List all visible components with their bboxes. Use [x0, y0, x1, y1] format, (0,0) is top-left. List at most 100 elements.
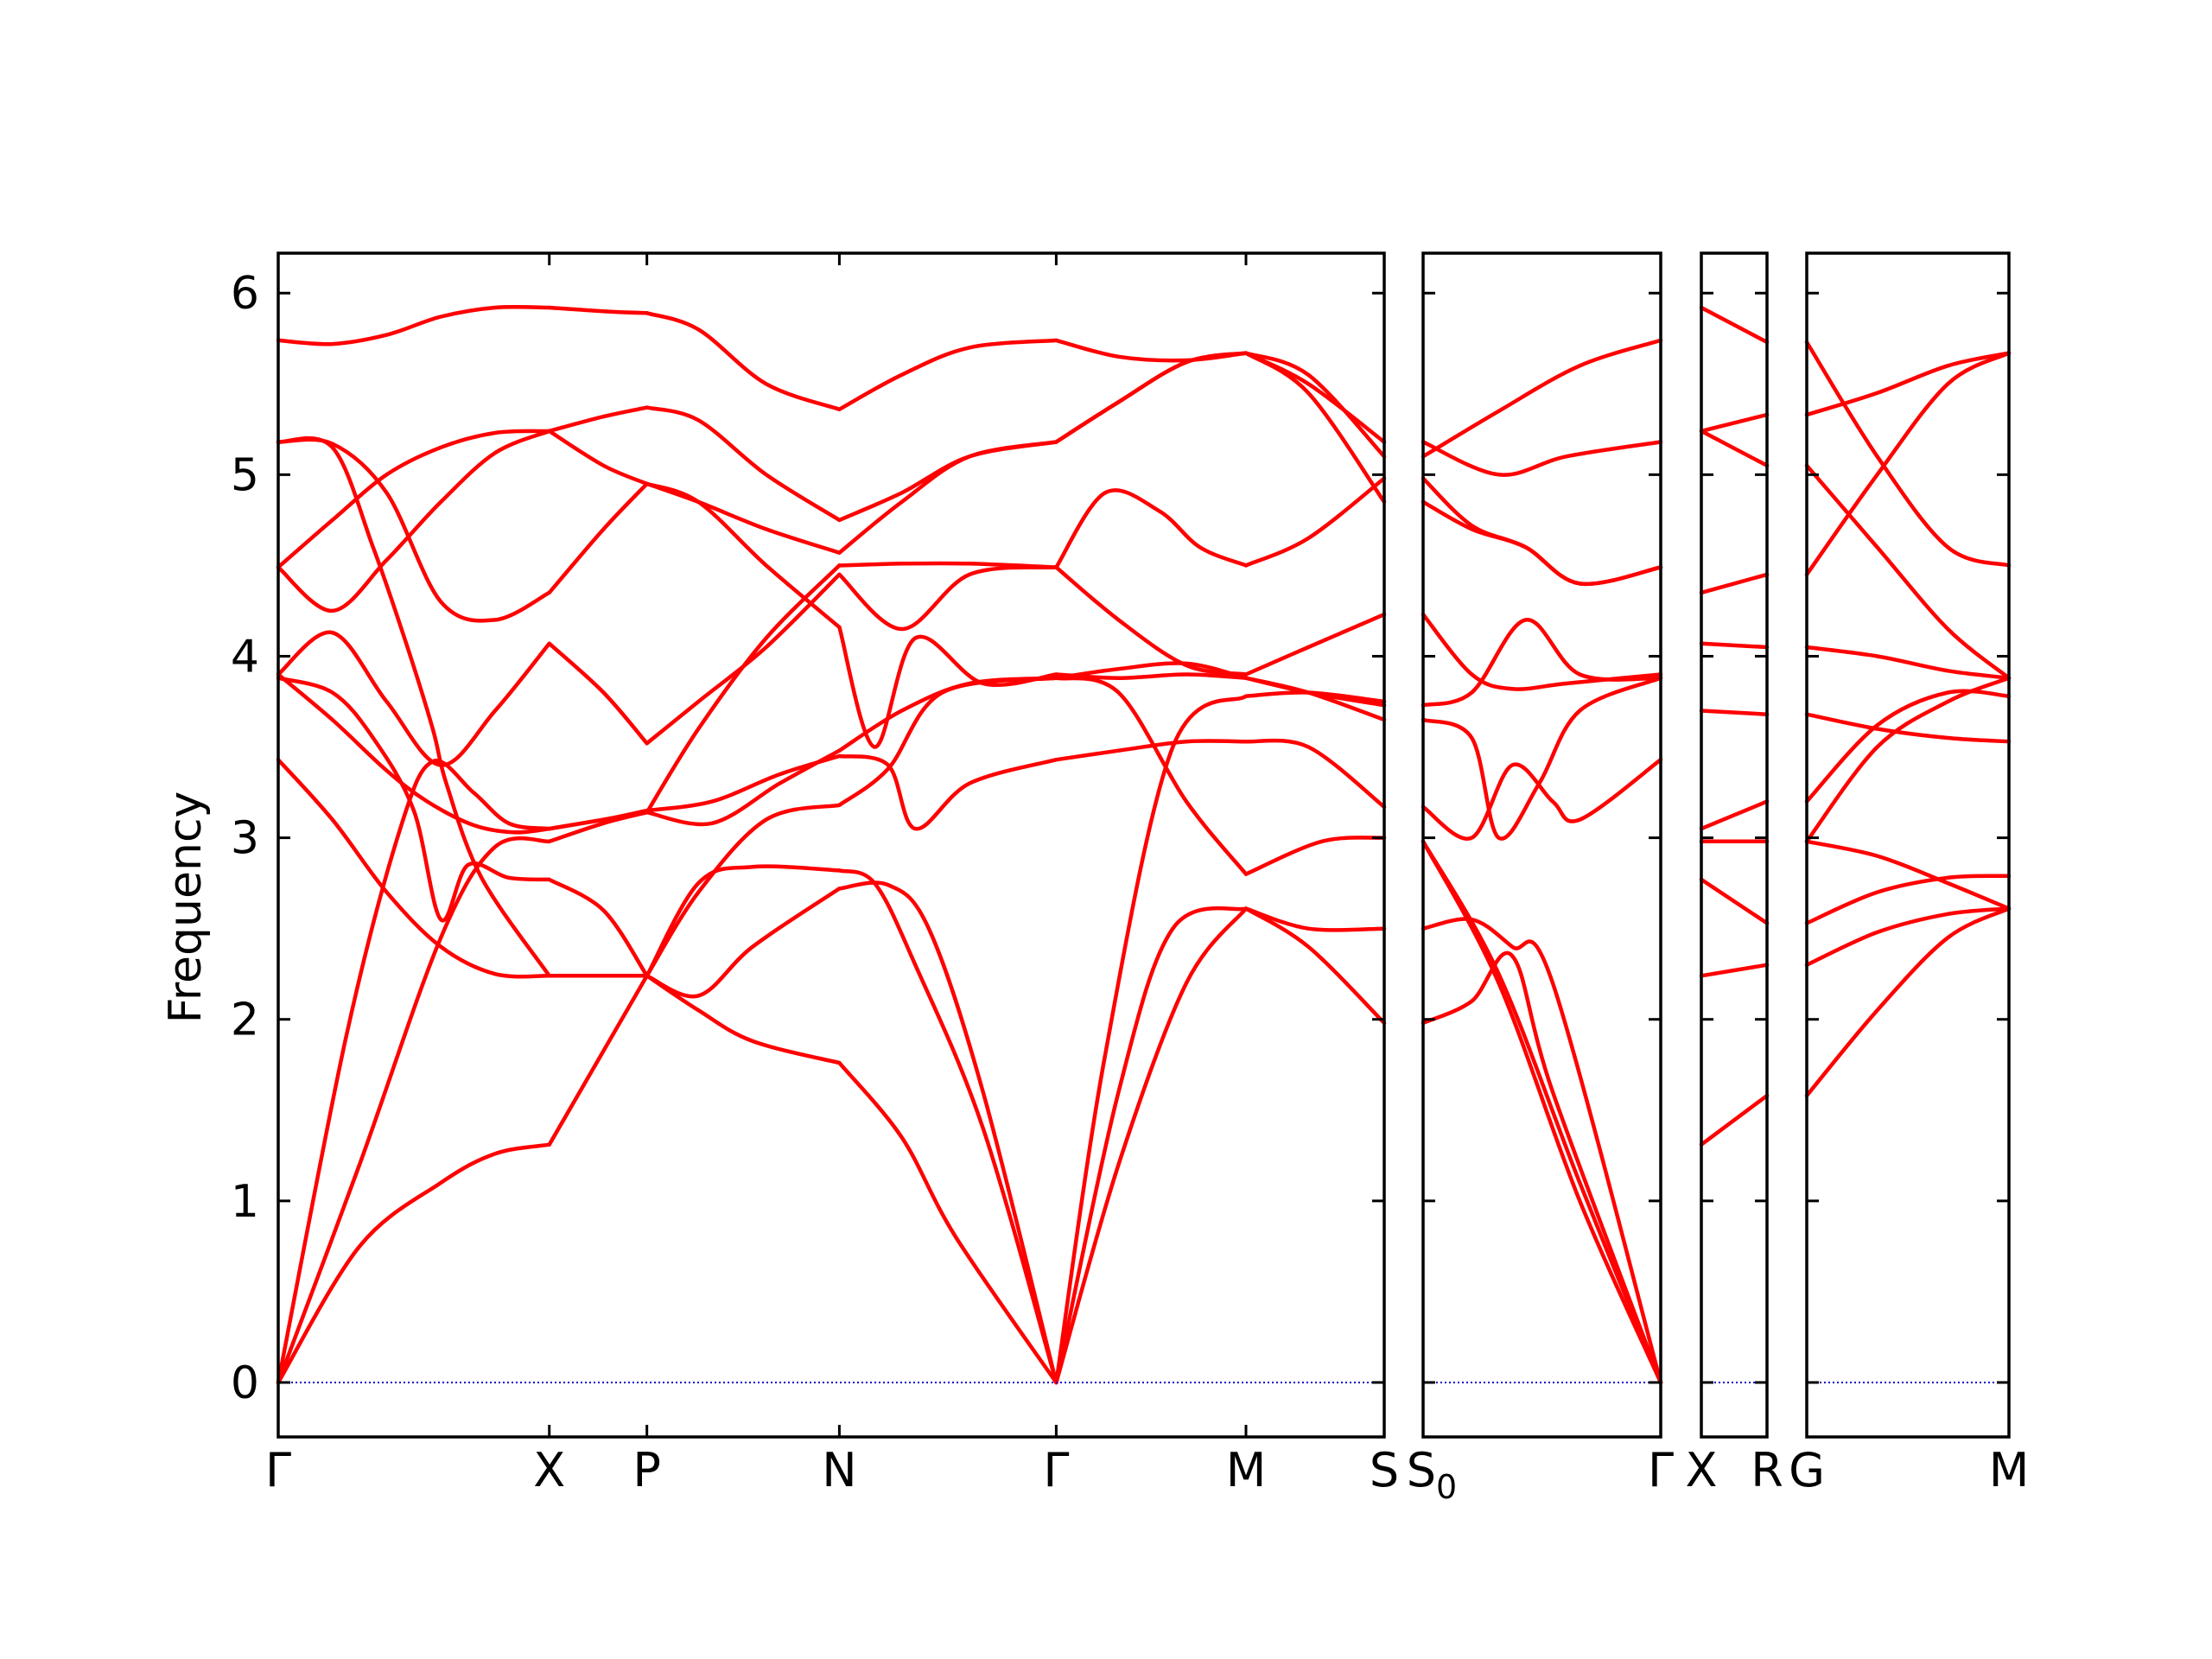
y-tick-label: 1 [231, 1176, 259, 1228]
band-line-seg0-b1 [276, 836, 551, 1385]
band-line-seg0-b8 [276, 429, 551, 569]
band-line-seg5-b10 [1243, 351, 1387, 444]
band-line-seg6-b4 [1421, 676, 1663, 841]
band-line-seg8-b10 [1804, 351, 2012, 417]
band-line-seg1-b7 [547, 429, 649, 486]
band-line-seg6-b11 [1421, 338, 1663, 459]
k-point-label: N [822, 1443, 856, 1497]
band-line-seg0-b10 [276, 437, 551, 623]
y-axis-title: Frequency [160, 791, 212, 1024]
band-line-seg0-b4 [276, 672, 551, 835]
band-line-seg2-b5 [645, 803, 842, 978]
band-line-seg4-b1 [1054, 906, 1249, 1385]
band-line-seg3-b10 [837, 440, 1058, 555]
band-line-seg7-b2 [1699, 877, 1770, 925]
band-line-seg0-b0 [276, 1142, 551, 1385]
band-line-seg7-b10 [1699, 305, 1770, 345]
band-line-seg8-b3 [1804, 839, 2012, 911]
band-line-seg6-b0 [1421, 839, 1663, 1385]
band-line-seg1-b10 [547, 481, 649, 595]
band-line-seg6-b7 [1421, 612, 1663, 691]
band-line-seg3-b7 [837, 625, 1058, 749]
band-line-seg2-b8 [645, 405, 842, 523]
band-line-seg0-b9 [276, 435, 551, 978]
band-line-seg8-b11 [1804, 340, 2012, 568]
y-tick-label: 6 [231, 268, 259, 320]
band-line-seg0-b3 [276, 757, 551, 979]
band-line-seg6-b5 [1421, 757, 1663, 841]
k-point-label: R [1751, 1443, 1783, 1497]
k-point-label: Γ [1648, 1443, 1674, 1497]
band-line-seg1-b8 [547, 405, 649, 434]
band-line-seg5-b6 [1243, 612, 1387, 677]
band-line-seg4-b8 [1054, 351, 1249, 444]
band-line-seg4-b3 [1054, 676, 1249, 876]
k-point-label: X [1686, 1443, 1718, 1497]
band-line-seg5-b9 [1243, 476, 1387, 568]
band-line-seg4-b10 [1054, 351, 1249, 444]
band-line-seg7-b8 [1699, 429, 1770, 468]
band-line-seg6-b1 [1421, 839, 1663, 1385]
band-line-seg7-b9 [1699, 412, 1770, 434]
band-line-seg1-b11 [547, 305, 649, 315]
band-line-seg8-b4 [1804, 676, 2012, 844]
k-point-label: M [1226, 1443, 1267, 1497]
band-line-seg3-b5 [837, 676, 1058, 808]
band-line-seg6-b3 [1421, 917, 1663, 1385]
band-line-seg4-b11 [1054, 338, 1249, 363]
band-line-seg7-b6 [1699, 641, 1770, 650]
band-line-seg2-b7 [645, 481, 842, 630]
band-line-seg7-b0 [1699, 1093, 1770, 1147]
band-line-seg8-b6 [1804, 712, 2012, 744]
band-line-seg4-b9 [1054, 488, 1249, 569]
band-line-seg3-b11 [837, 338, 1058, 411]
band-line-seg0-b11 [276, 305, 551, 346]
band-line-seg3-b6 [837, 565, 1058, 632]
band-line-seg1-b4 [547, 810, 649, 831]
band-line-seg4-b7 [1054, 672, 1249, 680]
band-line-seg2-b11 [645, 311, 842, 411]
band-line-seg8-b2 [1804, 874, 2012, 925]
band-line-seg3-b4 [837, 753, 1058, 831]
k-point-label: S [1370, 1443, 1399, 1497]
band-line-seg2-b2 [645, 753, 842, 813]
band-line-seg5-b7 [1243, 676, 1387, 722]
band-line-seg1-b6 [547, 641, 649, 746]
band-line-seg0-b2 [276, 759, 551, 1385]
panel-frame-0 [276, 251, 1386, 1439]
band-line-seg3-b0 [837, 1060, 1058, 1385]
band-line-seg8-b1 [1804, 906, 2012, 967]
x-axis-labels: Γ X P N Γ M S S0 Γ X R G M [265, 1443, 2029, 1506]
k-point-label: S0 [1407, 1443, 1457, 1506]
band-line-seg7-b1 [1699, 963, 1770, 978]
band-line-seg2-b6 [645, 572, 842, 746]
band-line-seg6-b10 [1421, 440, 1663, 477]
band-line-seg1-b5 [547, 877, 649, 978]
band-line-seg8-b5 [1804, 689, 2012, 804]
panel-frame-3 [1805, 251, 2011, 1439]
band-line-seg5-b1 [1243, 906, 1387, 1026]
y-tick-label: 0 [231, 1357, 259, 1409]
y-tick-label: 3 [231, 813, 259, 865]
band-line-seg2-b10 [645, 481, 842, 555]
bands-layer [276, 305, 2012, 1385]
y-axis-ticks: 0 1 2 3 4 5 6 [231, 268, 259, 1409]
band-line-seg3-b8 [837, 440, 1058, 523]
band-line-seg8-b7 [1804, 645, 2012, 680]
k-point-label: Γ [1043, 1443, 1069, 1497]
band-line-seg7-b7 [1699, 572, 1770, 595]
k-point-label: P [632, 1443, 661, 1497]
band-line-seg6-b2 [1421, 950, 1663, 1385]
band-line-seg5-b11 [1243, 351, 1387, 459]
band-line-seg8-b8 [1804, 351, 2012, 577]
band-line-seg4-b6 [1054, 565, 1249, 677]
k-point-label: X [533, 1443, 565, 1497]
band-line-seg1-b0 [547, 974, 649, 1147]
band-line-seg4-b0 [1054, 906, 1249, 1385]
band-line-seg8-b0 [1804, 906, 2012, 1098]
k-point-label: M [1989, 1443, 2030, 1497]
band-line-seg4-b5 [1054, 661, 1249, 680]
panel-frame-2 [1700, 251, 1769, 1439]
band-line-seg7-b5 [1699, 709, 1770, 716]
